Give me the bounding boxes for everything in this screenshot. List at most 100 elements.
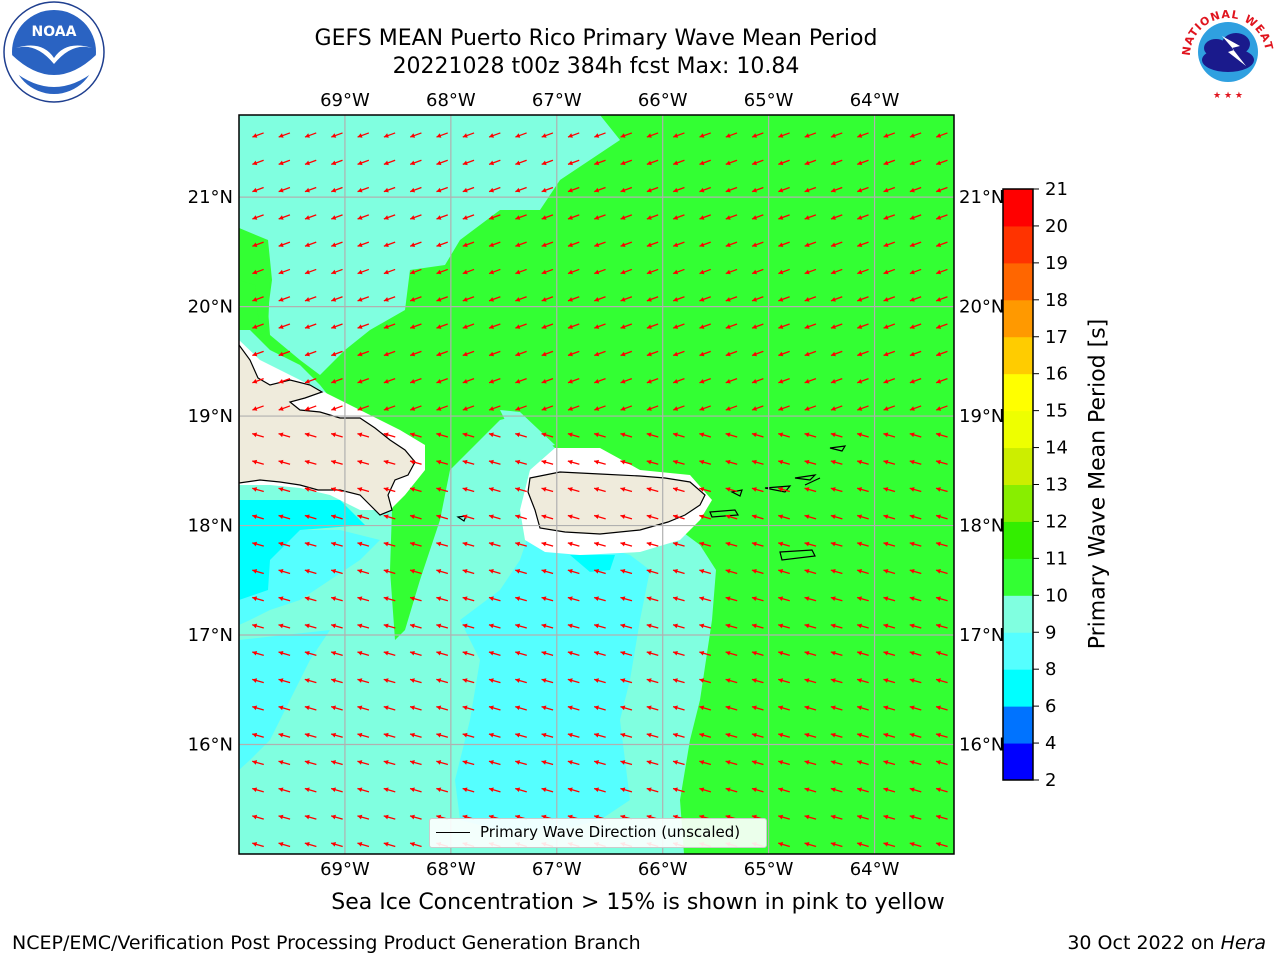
direction-arrow-head [752,406,758,411]
direction-arrow-head [357,760,363,765]
direction-arrow-head [515,269,521,275]
direction-arrow-head [909,269,915,275]
direction-arrow-head [646,432,652,438]
direction-arrow-head [410,705,415,711]
direction-arrow-head [936,814,941,820]
direction-arrow-head [830,732,836,738]
direction-arrow-head [804,569,810,574]
direction-arrow-head [462,269,468,275]
lon-tick-label: 67°W [532,90,582,111]
direction-arrow-head [436,487,442,492]
direction-arrow-head [673,215,679,220]
lon-tick-label: 67°W [532,859,582,880]
direction-arrow-head [909,787,915,793]
direction-arrow-head [541,760,547,765]
region-period-8-9 [239,530,650,830]
colorbar-tick-label: 20 [1045,216,1068,237]
direction-arrow-head [304,650,310,656]
direction-arrow-head [857,187,863,193]
direction-arrow-head [304,133,310,138]
direction-arrow-head [673,160,679,166]
direction-arrow-head [909,596,915,601]
direction-arrow-head [620,269,626,275]
direction-arrow-head [436,406,442,411]
direction-arrow-head [594,406,600,411]
direction-arrow-head [331,514,337,520]
direction-arrow-head [436,678,442,683]
sea-ice-note: Sea Ice Concentration > 15% is shown in … [331,890,945,915]
direction-arrow-head [804,487,810,492]
direction-arrow-head [673,187,679,193]
direction-arrow-head [515,623,521,629]
direction-arrow-head [462,432,468,438]
direction-arrow-head [462,406,468,411]
direction-arrow-head [541,541,547,547]
direction-arrow-head [699,596,705,601]
direction-arrow-head [673,487,678,492]
svg-text:★ ★ ★: ★ ★ ★ [1213,91,1243,101]
direction-arrow-head [673,379,679,384]
direction-arrow-head [331,432,337,438]
direction-arrow-head [751,487,757,492]
direction-arrow-head [304,379,310,384]
direction-arrow-head [304,215,310,220]
direction-arrow-head [515,705,521,711]
direction-arrow-head [410,242,416,248]
direction-arrow-head [699,351,705,357]
direction-arrow-head [594,215,600,220]
direction-arrow-head [278,732,284,738]
direction-arrow-head [252,678,258,683]
direction-arrow-head [541,650,547,656]
direction-arrow-head [357,650,363,656]
direction-arrow-head [567,760,573,765]
lon-tick-label: 69°W [320,859,370,880]
direction-arrow-head [331,351,337,357]
direction-arrow-head [883,678,889,683]
direction-arrow-head [567,379,573,384]
direction-arrow-head [383,187,389,193]
direction-arrow-head [725,623,731,629]
direction-arrow-head [383,760,389,765]
direction-arrow-head [883,596,889,601]
colorbar-segment [1003,262,1033,301]
direction-arrow-head [620,514,626,520]
direction-arrow-head [383,596,389,601]
direction-arrow-head [515,650,521,656]
direction-arrow-head [936,160,942,166]
direction-arrow-head [567,133,573,138]
direction-arrow-head [936,133,942,138]
direction-arrow-head [909,379,915,384]
direction-arrow-head [515,459,521,465]
direction-arrow-head [804,678,810,683]
direction-arrow-head [909,705,915,711]
direction-arrow-head [594,459,600,465]
direction-arrow-head [936,324,942,329]
direction-arrow-head [620,324,626,329]
direction-arrow-head [699,487,705,492]
direction-arrow-head [489,269,495,275]
direction-arrow-head [752,133,758,138]
colorbar-tick-label: 13 [1045,475,1068,496]
direction-arrow-head [778,787,784,793]
direction-arrow-head [436,187,442,193]
direction-arrow-head [594,269,600,275]
direction-arrow-head [699,705,705,711]
direction-arrow-head [278,487,284,492]
direction-arrow-head [357,623,363,629]
direction-arrow-head [909,297,915,302]
direction-arrow-head [857,705,863,711]
direction-arrow-head [515,351,521,357]
lon-tick-label: 66°W [638,859,688,880]
direction-arrow-head [515,324,521,329]
direction-arrow-head [252,487,258,492]
direction-arrow-head [725,487,731,492]
direction-arrow-head [909,432,915,438]
direction-arrow-head [752,324,758,329]
direction-arrow-head [567,678,573,683]
direction-arrow-head [331,732,337,738]
direction-arrow-head [357,160,363,166]
direction-arrow-head [883,705,889,711]
direction-arrow-head [699,459,705,465]
direction-arrow-head [646,596,652,601]
